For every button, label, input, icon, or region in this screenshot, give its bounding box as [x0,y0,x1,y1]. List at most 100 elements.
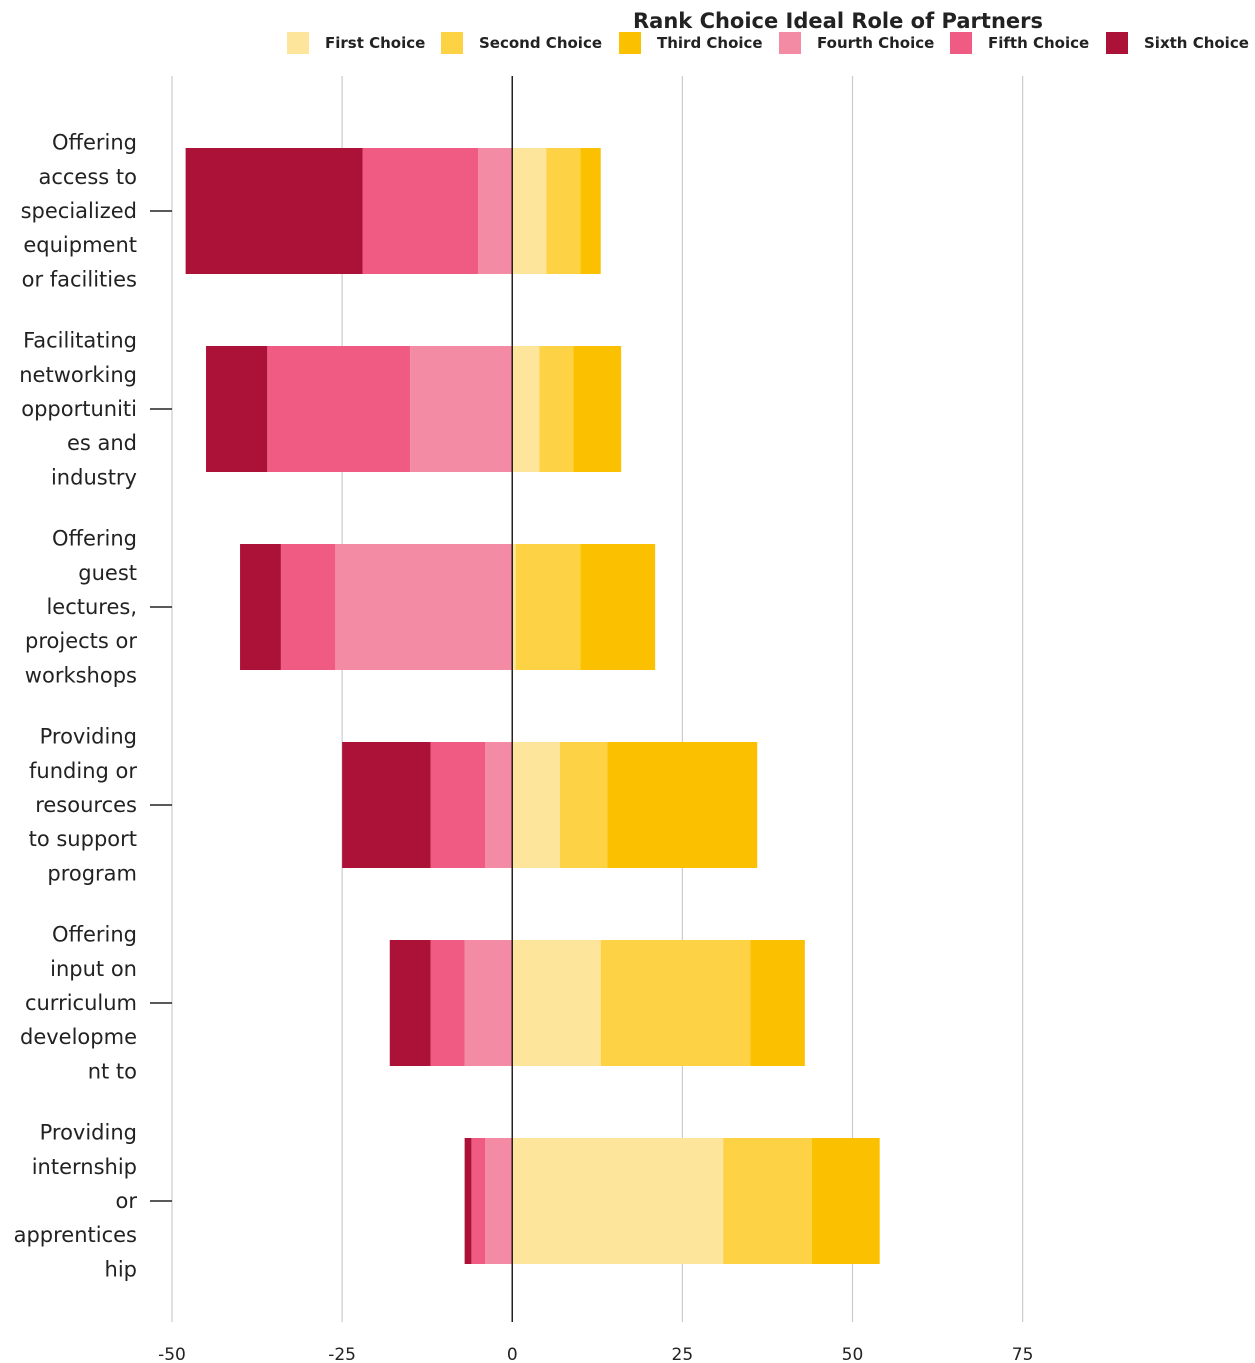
category-label-line: workshops [25,663,137,687]
category-label-line: nt to [88,1059,137,1083]
x-tick-label: 75 [1012,1345,1034,1363]
grid [171,76,1024,1322]
bar-segment-first-choice [512,544,516,670]
category-label-line: funding or [29,759,137,783]
x-tick-label: -50 [158,1345,186,1363]
x-tick-label: -25 [328,1345,356,1363]
category-label-line: developme [20,1025,137,1049]
bar-segment-first-choice [512,940,601,1066]
category-labels: Offering access to specialized equipment or … [14,131,172,1281]
category-label-line: Providing [40,1121,137,1145]
category-label-line: Offering [52,527,137,551]
category-label-line: projects or [25,629,137,653]
category-label: Facilitating networking opportuniti es and i… [19,329,172,489]
bar-segment-sixth-choice [185,148,363,274]
category-label-line: hip [105,1257,137,1281]
bar-segment-third-choice [750,940,805,1066]
bar-segment-third-choice [580,148,601,274]
bar-segment-fourth-choice [485,742,513,868]
bar-segment-sixth-choice [206,346,268,472]
bar-segment-third-choice [607,742,758,868]
x-tick-label: 0 [507,1345,518,1363]
bars [185,148,880,1264]
bar-segment-fifth-choice [267,346,411,472]
category-label-line: Offering [52,923,137,947]
category-label: Offering access to specialized equipment or … [21,131,172,291]
bar-segment-second-choice [546,148,581,274]
bar-segment-second-choice [515,544,581,670]
legend-item-second-choice: Second Choice [441,32,602,54]
bar-segment-fifth-choice [430,940,465,1066]
legend-label: Fourth Choice [817,34,934,52]
category-label-line: or facilities [22,267,137,291]
legend-label: Second Choice [479,34,602,52]
bar-segment-sixth-choice [240,544,281,670]
legend-item-third-choice: Third Choice [619,32,763,54]
category-label-line: Facilitating [23,329,137,353]
legend-label: First Choice [325,34,425,52]
bar-segment-second-choice [559,742,608,868]
chart-title: Rank Choice Ideal Role of Partners [633,9,1043,33]
category-label-line: or [116,1189,138,1213]
legend-label: Third Choice [657,34,763,52]
bar-segment-third-choice [580,544,656,670]
legend-label: Fifth Choice [988,34,1089,52]
bar-group-3 [342,742,758,868]
bar-segment-fifth-choice [280,544,336,670]
bar-segment-sixth-choice [342,742,431,868]
bar-segment-fourth-choice [464,940,513,1066]
bar-segment-first-choice [512,742,560,868]
legend-swatch [619,32,641,54]
bar-segment-second-choice [723,1138,812,1264]
bar-group-5 [464,1138,880,1264]
category-label-line: lectures, [46,595,137,619]
bar-segment-first-choice [512,1138,724,1264]
bar-group-2 [240,544,656,670]
bar-segment-fifth-choice [471,1138,486,1264]
legend-swatch [287,32,309,54]
category-label-line: opportuniti [21,397,137,421]
category-label: Offering guest lectures, projects or worksho… [25,527,172,687]
category-label-line: industry [51,465,137,489]
category-label: Offering input on curriculum developme nt to [20,923,172,1083]
bar-segment-second-choice [539,346,574,472]
category-label-line: to support [29,827,137,851]
bar-segment-sixth-choice [464,1138,472,1264]
bar-segment-first-choice [512,148,547,274]
bar-segment-first-choice [512,346,540,472]
category-label-line: specialized [21,199,137,223]
category-label-line: equipment [23,233,137,257]
category-label-line: program [47,861,137,885]
legend-swatch [779,32,801,54]
legend-swatch [950,32,972,54]
legend-label: Sixth Choice [1144,34,1249,52]
category-label-line: networking [19,363,137,387]
legend-item-fifth-choice: Fifth Choice [950,32,1089,54]
bar-segment-third-choice [811,1138,880,1264]
bar-segment-fourth-choice [485,1138,513,1264]
bar-segment-fifth-choice [430,742,486,868]
x-tick-label: 25 [672,1345,694,1363]
category-label-line: guest [78,561,137,585]
x-tick-label: 50 [842,1345,864,1363]
bar-segment-second-choice [600,940,751,1066]
category-label-line: curriculum [25,991,137,1015]
bar-group-1 [206,346,622,472]
bar-segment-fourth-choice [478,148,513,274]
category-label-line: apprentices [14,1223,137,1247]
bar-segment-fourth-choice [410,346,513,472]
bar-segment-sixth-choice [389,940,431,1066]
category-label: Providing funding or resources to support pr… [29,725,172,885]
legend-item-sixth-choice: Sixth Choice [1106,32,1249,54]
category-label-line: input on [50,957,137,981]
bar-segment-fourth-choice [335,544,513,670]
legend-swatch [441,32,463,54]
category-label-line: resources [35,793,137,817]
x-tick-labels: -50 -25 0 25 50 75 [158,1345,1033,1363]
bar-group-0 [185,148,601,274]
category-label-line: access to [38,165,137,189]
legend-swatch [1106,32,1128,54]
category-label-line: Offering [52,131,137,155]
bar-segment-fifth-choice [362,148,479,274]
